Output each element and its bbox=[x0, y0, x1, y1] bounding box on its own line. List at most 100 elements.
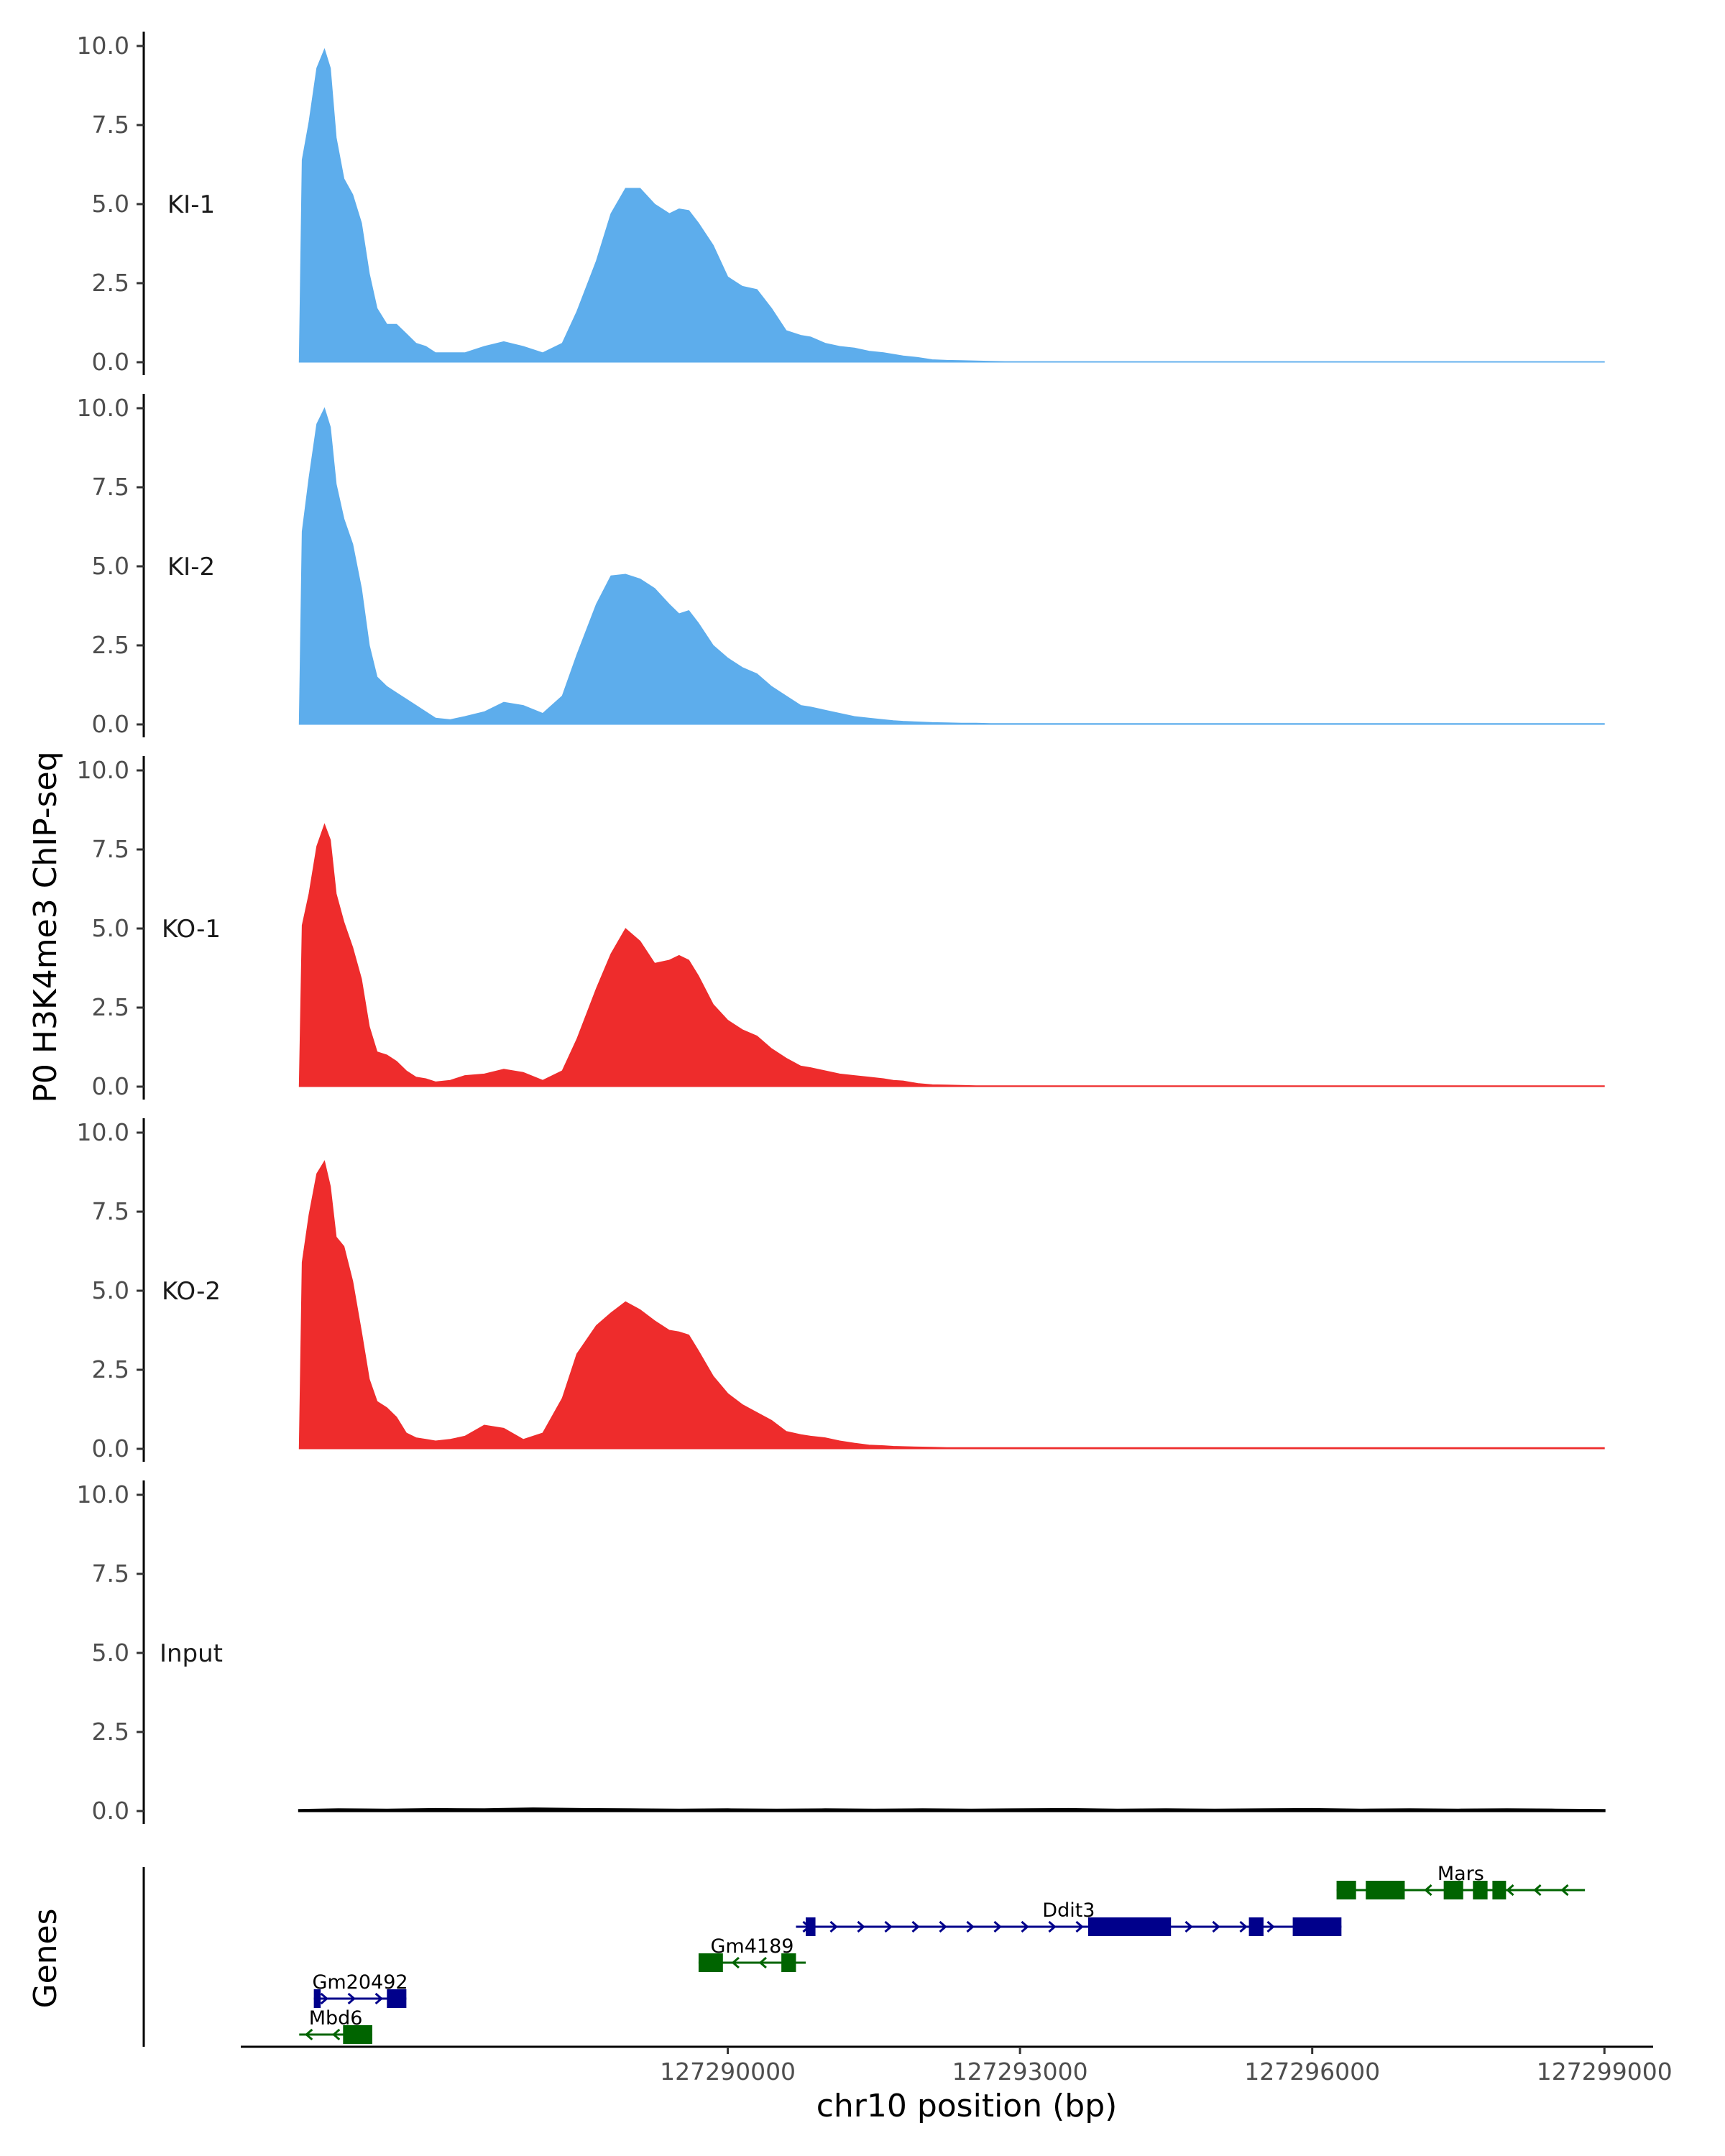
y-tick-label: 2.5 bbox=[92, 269, 129, 297]
strand-arrow-right-icon bbox=[993, 1920, 1002, 1933]
x-axis: 127290000 127293000 127296000 127299000 bbox=[241, 2045, 1673, 2086]
y-tick-label: 10.0 bbox=[77, 394, 129, 422]
strand-arrow-right-icon bbox=[857, 1920, 865, 1933]
y-tick-label: 5.0 bbox=[92, 552, 129, 580]
x-tick-label: 127296000 bbox=[1244, 2058, 1380, 2086]
y-tick-label: 2.5 bbox=[92, 1718, 129, 1746]
exon bbox=[1336, 1881, 1356, 1899]
strand-arrow-right-icon bbox=[347, 1992, 356, 2005]
y-tick-label: 10.0 bbox=[77, 1480, 129, 1508]
track-label: KO-2 bbox=[162, 1277, 221, 1306]
y-tick-label: 5.0 bbox=[92, 1276, 129, 1304]
strand-arrow-right-icon bbox=[829, 1920, 838, 1933]
gene-mars: Mars bbox=[1336, 1863, 1586, 1899]
strand-arrow-left-icon bbox=[332, 2028, 341, 2041]
strand-arrow-right-icon bbox=[884, 1920, 893, 1933]
strand-arrow-right-icon bbox=[939, 1920, 947, 1933]
y-axis-title: P0 H3K4me3 ChIP-seq bbox=[27, 751, 64, 1102]
y-tick-label: 0.0 bbox=[92, 1072, 129, 1100]
strand-arrow-left-icon bbox=[731, 1956, 740, 1969]
x-tick-label: 127290000 bbox=[660, 2058, 796, 2086]
strand-arrow-right-icon bbox=[1239, 1920, 1248, 1933]
strand-arrow-left-icon bbox=[1560, 1884, 1569, 1897]
x-tick-label: 127293000 bbox=[952, 2058, 1088, 2086]
signal-area-ki-2 bbox=[298, 407, 1605, 725]
gene-label: Gm4189 bbox=[710, 1935, 794, 1958]
y-tick-label: 5.0 bbox=[92, 914, 129, 942]
strand-arrow-left-icon bbox=[758, 1956, 767, 1969]
exon bbox=[1088, 1917, 1172, 1936]
y-tick-label: 5.0 bbox=[92, 190, 129, 218]
x-axis-title: chr10 position (bp) bbox=[816, 2088, 1118, 2124]
y-tick-label: 10.0 bbox=[77, 756, 129, 784]
signal-area-input bbox=[298, 1807, 1606, 1812]
strand-arrow-left-icon bbox=[305, 2028, 313, 2041]
strand-arrow-right-icon bbox=[1266, 1920, 1275, 1933]
gene-gm4189: Gm4189 bbox=[698, 1935, 806, 1972]
y-tick-label: 5.0 bbox=[92, 1639, 129, 1667]
signal-tracks: 0.0 2.5 5.0 7.5 10.0 KI-1 0.0 2.5 5.0 7.5 10.0 KI-2… bbox=[77, 32, 1606, 1825]
gene-label: Mars bbox=[1438, 1863, 1484, 1885]
track-label: Input bbox=[160, 1639, 223, 1668]
y-tick-label: 7.5 bbox=[92, 835, 129, 863]
y-tick-label: 10.0 bbox=[77, 32, 129, 60]
track-panel-ki-2: 0.0 2.5 5.0 7.5 10.0 KI-2 bbox=[77, 394, 1605, 738]
track-panel-ko-2: 0.0 2.5 5.0 7.5 10.0 KO-2 bbox=[77, 1118, 1605, 1462]
exon bbox=[806, 1917, 816, 1936]
strand-arrow-left-icon bbox=[1424, 1884, 1432, 1897]
exon bbox=[1292, 1917, 1342, 1936]
y-tick-label: 7.5 bbox=[92, 473, 129, 501]
y-tick-label: 0.0 bbox=[92, 710, 129, 738]
gene-label: Ddit3 bbox=[1042, 1899, 1095, 1922]
strand-arrow-right-icon bbox=[1021, 1920, 1029, 1933]
track-label: KI-2 bbox=[167, 553, 215, 581]
genes-axis-title: Genes bbox=[27, 1908, 64, 2008]
gene-track: Mars Ddit3 Gm4189 Gm20492 Mbd6 bbox=[142, 1863, 1586, 2047]
track-label: KI-1 bbox=[167, 190, 215, 219]
exon bbox=[387, 1989, 407, 2008]
y-tick-label: 0.0 bbox=[92, 1434, 129, 1462]
y-tick-label: 2.5 bbox=[92, 631, 129, 659]
strand-arrow-right-icon bbox=[374, 1992, 383, 2005]
track-panel-input: 0.0 2.5 5.0 7.5 10.0 Input bbox=[77, 1480, 1606, 1825]
exon bbox=[781, 1953, 796, 1972]
signal-area-ki-1 bbox=[298, 47, 1605, 363]
gene-label: Mbd6 bbox=[309, 2007, 363, 2030]
strand-arrow-right-icon bbox=[911, 1920, 920, 1933]
exon bbox=[313, 1989, 321, 2008]
signal-area-ko-2 bbox=[298, 1160, 1605, 1450]
gene-mbd6: Mbd6 bbox=[299, 2007, 372, 2044]
exon bbox=[1473, 1881, 1488, 1899]
exon bbox=[343, 2025, 372, 2044]
track-panel-ko-1: 0.0 2.5 5.0 7.5 10.0 KO-1 bbox=[77, 756, 1605, 1100]
strand-arrow-left-icon bbox=[1506, 1884, 1514, 1897]
y-tick-label: 7.5 bbox=[92, 1560, 129, 1588]
track-panel-ki-1: 0.0 2.5 5.0 7.5 10.0 KI-1 bbox=[77, 32, 1605, 376]
exon bbox=[1366, 1881, 1405, 1899]
exon bbox=[1492, 1881, 1506, 1899]
y-tick-label: 2.5 bbox=[92, 1355, 129, 1383]
strand-arrow-right-icon bbox=[966, 1920, 975, 1933]
gene-gm20492: Gm20492 bbox=[312, 1971, 408, 2008]
strand-arrow-right-icon bbox=[1075, 1920, 1084, 1933]
strand-arrow-right-icon bbox=[320, 1992, 328, 2005]
strand-arrow-right-icon bbox=[1048, 1920, 1057, 1933]
y-tick-label: 0.0 bbox=[92, 348, 129, 376]
y-tick-label: 0.0 bbox=[92, 1797, 129, 1825]
exon bbox=[1443, 1881, 1463, 1899]
exon bbox=[698, 1953, 723, 1972]
exon bbox=[1248, 1917, 1264, 1936]
strand-arrow-left-icon bbox=[1533, 1884, 1542, 1897]
x-tick-label: 127299000 bbox=[1537, 2058, 1673, 2086]
signal-area-ko-1 bbox=[298, 823, 1605, 1087]
gene-label: Gm20492 bbox=[312, 1971, 408, 1994]
y-tick-label: 10.0 bbox=[77, 1118, 129, 1146]
track-label: KO-1 bbox=[162, 915, 221, 944]
strand-arrow-right-icon bbox=[1184, 1920, 1193, 1933]
y-tick-label: 7.5 bbox=[92, 1197, 129, 1225]
strand-arrow-right-icon bbox=[1212, 1920, 1220, 1933]
gene-ddit3: Ddit3 bbox=[796, 1899, 1342, 1936]
y-tick-label: 7.5 bbox=[92, 111, 129, 139]
y-tick-label: 2.5 bbox=[92, 993, 129, 1021]
